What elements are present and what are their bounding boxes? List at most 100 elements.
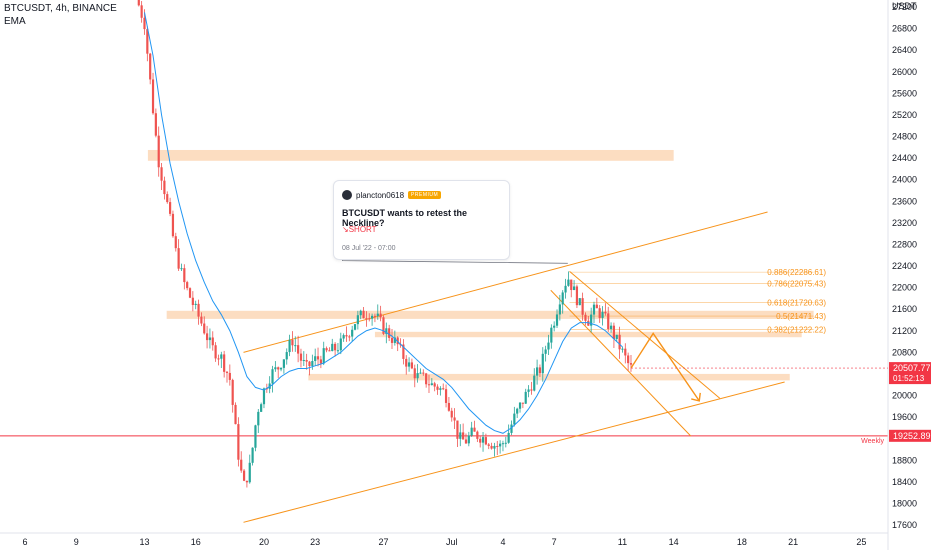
candle-body — [370, 315, 374, 319]
projection-path — [630, 332, 700, 402]
candle-body — [473, 427, 476, 432]
candle-body — [612, 325, 616, 339]
candle-body — [410, 362, 414, 369]
candle-body — [624, 348, 627, 356]
candle-body — [382, 317, 385, 334]
y-tick-label: 24800 — [892, 132, 917, 142]
candle-body — [396, 337, 399, 345]
candle-body — [314, 356, 317, 362]
candle-body — [200, 316, 203, 324]
candle-body — [427, 384, 431, 386]
candle-body — [237, 424, 240, 460]
candle-body — [436, 386, 439, 390]
candle-body — [345, 335, 348, 337]
candle-body — [188, 288, 192, 298]
y-tick-label: 23200 — [892, 218, 917, 228]
candle-body — [365, 318, 368, 320]
candle-body — [607, 313, 610, 330]
ema — [143, 12, 623, 434]
lower-channel-line — [243, 381, 785, 523]
y-tick-label: 24400 — [892, 153, 917, 163]
candle-body — [530, 389, 533, 391]
y-tick-label: 27200 — [892, 2, 917, 12]
x-tick-label: 27 — [378, 537, 388, 547]
candle-body — [191, 297, 194, 306]
candle-body — [294, 345, 297, 347]
candle-body — [439, 388, 442, 390]
y-tick-label: 21600 — [892, 304, 917, 314]
candle-body — [459, 432, 462, 439]
candle-body — [143, 17, 146, 30]
candle-body — [615, 334, 618, 339]
candle-body — [282, 359, 285, 368]
zone-rect — [166, 310, 814, 319]
candle-body — [464, 439, 468, 444]
candle-body — [487, 444, 490, 446]
y-tick-label: 26000 — [892, 67, 917, 77]
x-tick-label: 18 — [737, 537, 747, 547]
idea-title[interactable]: BTCUSDT wants to retest the Neckline? — [342, 208, 468, 228]
x-tick-label: Jul — [446, 537, 458, 547]
y-tick-label: 18400 — [892, 477, 917, 487]
candle-body — [419, 372, 422, 374]
y-tick-label: 18800 — [892, 455, 917, 465]
candle-body — [584, 314, 587, 321]
candle-body — [430, 383, 433, 386]
author-name[interactable]: plancton0618 — [356, 190, 405, 200]
candle-body — [390, 337, 394, 343]
idea-card[interactable]: plancton0618 PREMIUM BTCUSDT wants to re… — [333, 180, 510, 260]
candle-body — [533, 375, 536, 391]
candle-body — [251, 447, 254, 463]
candle-body — [456, 420, 459, 439]
ema-line — [143, 12, 623, 434]
last-price-countdown: 01:52:13 — [893, 374, 925, 383]
flag-upper-line — [569, 271, 721, 399]
fib-levels: 0.886(22286.61) 0.786(22075.43) 0.618(2172… — [569, 268, 826, 335]
candle-body — [572, 286, 576, 291]
candle-body — [499, 443, 502, 447]
candle-body — [518, 402, 522, 409]
candle-body — [240, 459, 243, 471]
indicator-label: EMA — [4, 16, 26, 27]
candle-body — [447, 402, 451, 411]
y-tick-label: 25200 — [892, 110, 917, 120]
candle-body — [217, 358, 220, 360]
candle-body — [140, 5, 143, 18]
x-tick-label: 20 — [259, 537, 269, 547]
candle-body — [356, 315, 359, 325]
zone-rect — [308, 373, 790, 381]
y-tick-label: 26800 — [892, 24, 917, 34]
candle-body — [166, 194, 169, 203]
candle-body — [362, 310, 365, 319]
candles — [137, 0, 633, 488]
last-price-badge — [889, 362, 931, 385]
candle-body — [234, 404, 237, 425]
candle-body — [334, 343, 337, 351]
candle-body — [322, 348, 325, 364]
candle-body — [342, 335, 345, 339]
candle-body — [228, 372, 231, 380]
direction-label: ↘SHORT — [342, 225, 377, 234]
candle-body — [581, 298, 584, 315]
candle-body — [262, 388, 266, 405]
candle-body — [444, 389, 448, 403]
candle-body — [225, 371, 229, 373]
candle-body — [197, 303, 200, 317]
avatar[interactable] — [342, 190, 352, 200]
candle-body — [379, 313, 382, 318]
candle-body — [305, 359, 308, 362]
fib-label: 0.786(22075.43) — [767, 280, 826, 289]
candle-body — [544, 349, 547, 354]
candle-body — [493, 445, 496, 449]
arrow-down-right-icon: ↘ — [342, 225, 349, 234]
candle-body — [422, 372, 425, 374]
candle-body — [621, 348, 624, 350]
candle-body — [157, 135, 160, 168]
candle-body — [524, 391, 527, 404]
candle-body — [388, 328, 391, 338]
x-tick-label: 6 — [22, 537, 27, 547]
candle-body — [353, 324, 357, 330]
